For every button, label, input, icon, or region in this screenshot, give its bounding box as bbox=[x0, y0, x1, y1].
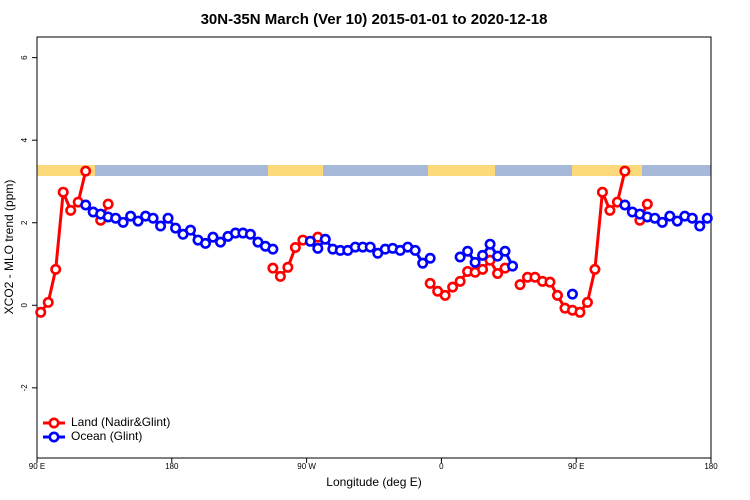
data-point bbox=[289, 242, 301, 254]
y-tick-label: 2 bbox=[20, 220, 29, 225]
data-point bbox=[125, 210, 137, 222]
y-tick-label: 6 bbox=[20, 55, 29, 60]
data-point bbox=[664, 210, 676, 222]
data-point bbox=[274, 270, 286, 282]
y-tick-label: 4 bbox=[20, 137, 29, 142]
legend-swatch-marker bbox=[48, 431, 60, 443]
data-point bbox=[656, 216, 668, 228]
data-point bbox=[364, 241, 376, 253]
data-point bbox=[417, 257, 429, 269]
data-point bbox=[694, 220, 706, 232]
data-point bbox=[462, 245, 474, 257]
data-point bbox=[244, 228, 256, 240]
legend-label: Ocean (Glint) bbox=[71, 429, 142, 443]
data-point bbox=[574, 306, 586, 318]
data-point bbox=[57, 186, 69, 198]
data-point bbox=[267, 262, 279, 274]
data-point bbox=[200, 237, 212, 249]
data-point bbox=[35, 306, 47, 318]
data-point bbox=[207, 231, 219, 243]
data-point bbox=[484, 238, 496, 250]
data-point bbox=[589, 263, 601, 275]
data-point bbox=[544, 276, 556, 288]
x-tick-label: 90 W bbox=[297, 462, 316, 471]
data-point bbox=[581, 296, 593, 308]
data-point bbox=[619, 165, 631, 177]
data-point bbox=[65, 204, 77, 216]
data-point bbox=[477, 249, 489, 261]
legend-swatch-marker bbox=[48, 417, 60, 429]
data-point bbox=[319, 233, 331, 245]
data-point bbox=[596, 186, 608, 198]
chart-title: 30N-35N March (Ver 10) 2015-01-01 to 202… bbox=[201, 11, 548, 28]
data-point bbox=[424, 252, 436, 264]
data-point bbox=[551, 289, 563, 301]
data-point bbox=[102, 198, 114, 210]
data-point bbox=[686, 212, 698, 224]
data-point bbox=[282, 261, 294, 273]
land-ocean-strip bbox=[37, 165, 711, 176]
plot-frame bbox=[36, 36, 712, 459]
data-point bbox=[155, 220, 167, 232]
legend-label: Land (Nadir&Glint) bbox=[71, 415, 170, 429]
data-point bbox=[80, 165, 92, 177]
y-tick-label: 0 bbox=[20, 303, 29, 308]
data-point bbox=[641, 198, 653, 210]
data-point bbox=[454, 275, 466, 287]
data-point bbox=[439, 289, 451, 301]
data-point bbox=[132, 215, 144, 227]
data-point bbox=[80, 199, 92, 211]
data-point bbox=[162, 212, 174, 224]
data-point bbox=[42, 296, 54, 308]
data-point bbox=[477, 263, 489, 275]
data-point bbox=[671, 215, 683, 227]
data-point bbox=[454, 251, 466, 263]
x-tick-label: 180 bbox=[165, 462, 179, 471]
x-axis-label: Longitude (deg E) bbox=[326, 475, 421, 489]
x-tick-label: 0 bbox=[439, 462, 444, 471]
x-tick-label: 90 E bbox=[568, 462, 584, 471]
y-axis-label: XCO2 - MLO trend (ppm) bbox=[2, 180, 16, 315]
data-point bbox=[117, 216, 129, 228]
data-point bbox=[424, 277, 436, 289]
data-point bbox=[469, 256, 481, 268]
data-point bbox=[604, 204, 616, 216]
data-point bbox=[409, 244, 421, 256]
data-point bbox=[619, 199, 631, 211]
data-point bbox=[147, 212, 159, 224]
y-tick-label: -2 bbox=[20, 384, 29, 392]
data-point bbox=[50, 263, 62, 275]
data-point bbox=[514, 279, 526, 291]
data-point bbox=[492, 268, 504, 280]
data-point bbox=[507, 260, 519, 272]
data-point bbox=[312, 242, 324, 254]
data-point bbox=[566, 288, 578, 300]
data-point bbox=[701, 212, 713, 224]
data-point bbox=[304, 235, 316, 247]
data-point bbox=[492, 250, 504, 262]
data-point bbox=[214, 236, 226, 248]
data-point bbox=[170, 222, 182, 234]
x-tick-label: 180 bbox=[704, 462, 718, 471]
data-point bbox=[185, 224, 197, 236]
x-tick-label: 90 E bbox=[29, 462, 45, 471]
data-point bbox=[447, 281, 459, 293]
data-point bbox=[267, 243, 279, 255]
data-point bbox=[499, 245, 511, 257]
